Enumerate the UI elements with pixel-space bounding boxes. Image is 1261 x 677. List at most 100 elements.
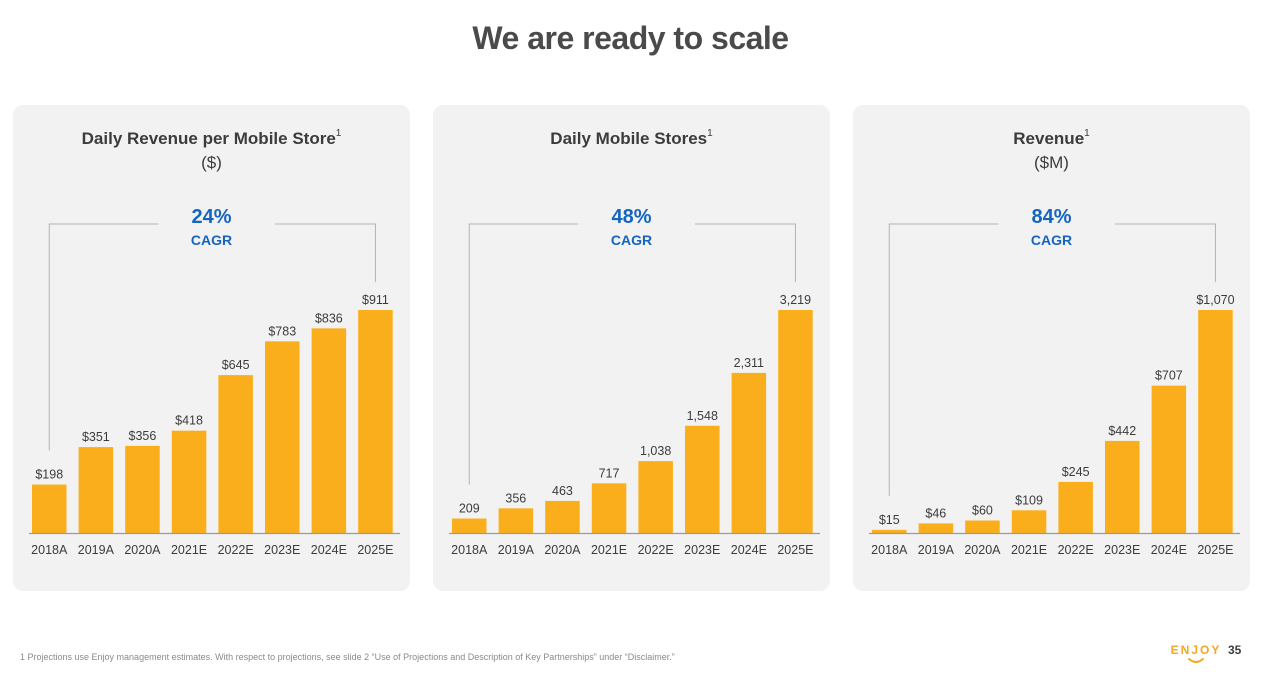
bar-2020A [965, 520, 1000, 533]
cagr-bracket-right [275, 223, 376, 282]
cagr-bracket-left [888, 223, 998, 496]
cagr-bracket-left [468, 223, 578, 485]
chart-panel-revenue: Revenue1 ($M) 84% CAGR $15 2018A $46 2019A $… [853, 105, 1250, 591]
category-label: 2024E [1151, 543, 1187, 557]
cagr-label: CAGR [190, 232, 233, 248]
bar-2019A [918, 523, 954, 533]
bar-2021E [171, 430, 207, 533]
bar-2020A [125, 445, 160, 533]
value-label: $245 [1062, 465, 1090, 479]
cagr-value: 24% [191, 206, 232, 228]
bar-2019A [498, 508, 534, 533]
category-label: 2022E [638, 543, 674, 557]
cagr-label: CAGR [610, 232, 653, 248]
value-label: $836 [315, 311, 343, 325]
footnote: 1 Projections use Enjoy management estim… [20, 652, 675, 662]
cagr-bracket-right [1115, 223, 1216, 282]
smile-icon [1188, 658, 1204, 663]
cagr-label: CAGR [1030, 232, 1073, 248]
cagr-bracket-right [695, 223, 796, 282]
footnote-marker: 1 [1084, 128, 1090, 139]
bar-2023E [685, 425, 720, 533]
bar-2025E [778, 310, 813, 533]
bar-2022E [638, 461, 673, 533]
category-label: 2020A [124, 543, 161, 557]
category-label: 2025E [357, 543, 393, 557]
page-title: We are ready to scale [472, 20, 789, 56]
chart-panel-daily-mobile-stores: Daily Mobile Stores1 48% CAGR 209 2018A 35… [433, 105, 830, 591]
chart-title: Daily Revenue per Mobile Store1 [13, 128, 410, 149]
value-label: $109 [1015, 493, 1043, 507]
cagr-value: 48% [611, 206, 652, 228]
footnote-marker: 1 [335, 128, 342, 139]
value-label: 3,219 [780, 293, 811, 307]
bar-2018A [32, 484, 67, 533]
bar-2024E [311, 328, 347, 533]
category-label: 2019A [498, 543, 535, 557]
category-label: 2021E [171, 543, 207, 557]
value-label: 1,548 [687, 409, 718, 423]
category-label: 2025E [777, 543, 813, 557]
bar-2024E [1151, 385, 1187, 533]
category-label: 2019A [78, 543, 115, 557]
value-label: $911 [362, 293, 389, 307]
bar-2018A [872, 529, 907, 533]
value-label: 463 [552, 484, 573, 498]
bar-2022E [1058, 481, 1093, 533]
value-label: $645 [222, 358, 250, 372]
bar-2021E [1011, 510, 1047, 533]
category-label: 2024E [731, 543, 767, 557]
bar-2020A [545, 500, 580, 533]
value-label: $1,070 [1196, 293, 1234, 307]
cagr-value: 84% [1031, 206, 1072, 228]
bar-2021E [591, 483, 627, 533]
category-label: 2019A [918, 543, 955, 557]
bar-2019A [78, 447, 114, 533]
value-label: $60 [972, 503, 993, 517]
category-label: 2018A [31, 543, 68, 557]
chart-title: Daily Mobile Stores1 [433, 128, 830, 149]
chart-title-text: Revenue [1013, 129, 1085, 148]
value-label: 2,311 [734, 356, 764, 370]
value-label: $707 [1155, 369, 1183, 383]
chart-panel-daily-revenue: Daily Revenue per Mobile Store1 ($) 24% … [13, 105, 410, 591]
value-label: $356 [129, 429, 157, 443]
category-label: 2025E [1197, 543, 1233, 557]
bar-2024E [731, 372, 767, 533]
value-label: 1,038 [640, 444, 671, 458]
value-label: 356 [505, 491, 526, 505]
chart-title: Revenue1 [853, 128, 1250, 149]
value-label: $198 [35, 468, 63, 482]
enjoy-logo: ENJOY [1170, 643, 1222, 667]
category-label: 2020A [964, 543, 1001, 557]
category-label: 2018A [871, 543, 908, 557]
chart-title-text: Daily Revenue per Mobile Store [81, 129, 336, 148]
bar-2022E [218, 375, 253, 533]
bar-2025E [358, 310, 393, 533]
page-number: 35 [1228, 643, 1242, 657]
category-label: 2024E [311, 543, 347, 557]
footnote-marker: 1 [707, 128, 713, 139]
category-label: 2023E [1104, 543, 1140, 557]
bar-2023E [265, 341, 300, 533]
chart-subtitle: ($) [201, 153, 222, 172]
value-label: $442 [1108, 424, 1136, 438]
category-label: 2023E [684, 543, 720, 557]
cagr-bracket-left [48, 223, 158, 451]
category-label: 2021E [1011, 543, 1047, 557]
value-label: $418 [175, 414, 203, 428]
logo-wordmark: ENJOY [1170, 643, 1222, 657]
category-label: 2018A [451, 543, 488, 557]
bar-chart: $198 2018A $351 2019A $356 2020A $418 2021E $645… [29, 223, 400, 557]
category-label: 2022E [218, 543, 254, 557]
value-label: $46 [925, 506, 946, 520]
category-label: 2020A [544, 543, 581, 557]
bar-2023E [1105, 440, 1140, 533]
bar-chart: 209 2018A 356 2019A 463 2020A 717 2021E 1,038 202… [449, 223, 820, 557]
bar-2018A [452, 518, 487, 533]
value-label: $783 [268, 324, 296, 338]
category-label: 2022E [1058, 543, 1094, 557]
bar-2025E [1198, 310, 1233, 533]
value-label: $351 [82, 430, 110, 444]
bar-chart: $15 2018A $46 2019A $60 2020A $109 2021E $245 202… [869, 223, 1240, 557]
